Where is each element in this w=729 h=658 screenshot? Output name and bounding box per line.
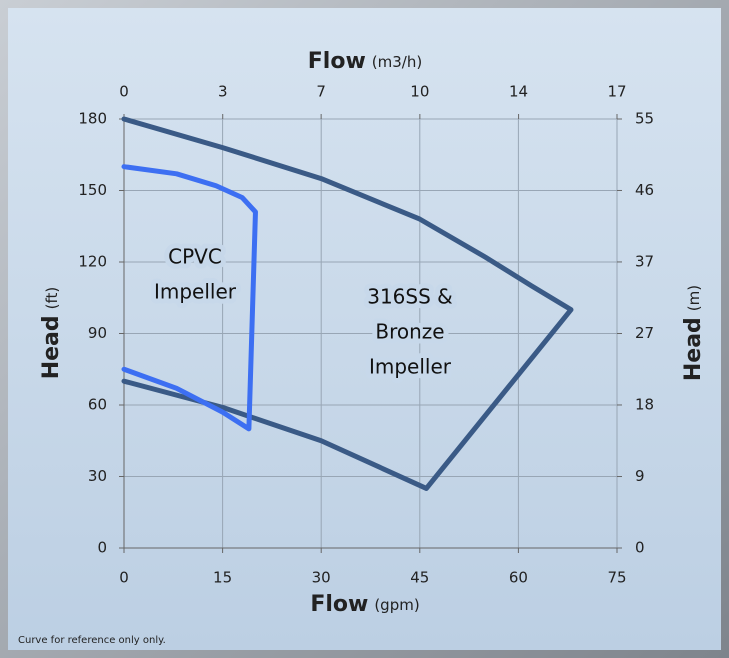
x2-tick-label: 3	[218, 83, 228, 101]
x2-tick-label: 7	[316, 83, 326, 101]
y-tick-label: 90	[88, 324, 107, 342]
y2-tick-label: 37	[635, 252, 654, 270]
y2-tick-label: 55	[635, 110, 654, 128]
y-title-unit: (ft)	[43, 287, 61, 310]
y2-tick-label: 46	[635, 181, 654, 199]
x2-tick-label: 17	[607, 83, 626, 101]
y2-title-main: Head	[681, 317, 706, 381]
x-tick-label: 15	[213, 569, 232, 587]
panel	[8, 8, 721, 650]
annotation: Bronze	[375, 320, 444, 344]
y2-title-unit: (m)	[685, 285, 703, 311]
x2-title-main: Flow	[308, 49, 366, 74]
y-title-main: Head	[39, 315, 64, 379]
y-tick-label: 180	[78, 110, 107, 128]
x2-tick-label: 10	[410, 83, 429, 101]
x-tick-label: 45	[410, 569, 429, 587]
x-title-unit: (gpm)	[374, 596, 419, 614]
y-tick-label: 150	[78, 181, 107, 199]
x2-tick-label: 14	[509, 83, 528, 101]
annotation: 316SS &	[367, 285, 453, 309]
series-line	[121, 116, 574, 491]
y-tick-label: 30	[88, 467, 107, 485]
y-axis-title: Head (ft)	[39, 287, 64, 380]
x-tick-label: 60	[509, 569, 528, 587]
x2-title-unit: (m3/h)	[372, 53, 422, 71]
x-tick-label: 0	[119, 569, 129, 587]
x2-axis-title: Flow (m3/h)	[308, 49, 422, 74]
annotation: Impeller	[369, 355, 452, 379]
annotation: CPVC	[168, 245, 222, 269]
y-tick-label: 120	[78, 253, 107, 271]
y-tick-label: 60	[88, 396, 107, 414]
y-tick-label: 0	[97, 539, 107, 557]
annotation: Impeller	[154, 280, 237, 304]
x-title-main: Flow	[310, 592, 368, 617]
x-tick-label: 75	[607, 569, 626, 587]
footnote: Curve for reference only only.	[18, 635, 166, 646]
y2-tick-label: 9	[635, 467, 645, 485]
x2-tick-label: 0	[119, 83, 129, 101]
x-axis-title: Flow (gpm)	[310, 592, 419, 617]
y2-tick-label: 18	[635, 395, 654, 413]
x-tick-label: 30	[312, 569, 331, 587]
y2-tick-label: 0	[635, 539, 645, 557]
y2-axis-title: Head (m)	[681, 285, 706, 381]
y2-tick-label: 27	[635, 324, 654, 342]
series-line	[121, 164, 258, 432]
